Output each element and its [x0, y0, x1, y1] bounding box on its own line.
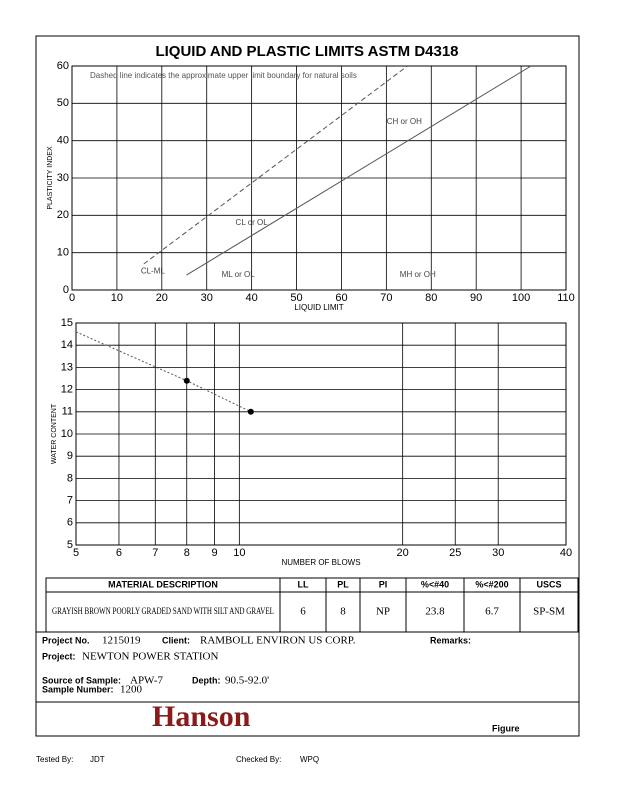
y-tick-label: 20	[57, 209, 69, 221]
footer-text: JDT	[90, 755, 105, 764]
x-tick-label: 90	[470, 292, 482, 304]
table-header: %<#200	[475, 579, 508, 589]
zone-label: CL or OL	[236, 218, 269, 227]
y-tick-label: 50	[57, 97, 69, 109]
page-border	[35, 35, 580, 737]
info-label: Project:	[42, 651, 76, 661]
x-axis-label: LIQUID LIMIT	[294, 303, 343, 312]
y-tick-label: 9	[67, 450, 73, 462]
table-header: %<#40	[421, 579, 449, 589]
data-point	[183, 377, 190, 384]
y-tick-label: 7	[67, 495, 73, 507]
x-tick-label: 10	[233, 547, 245, 559]
table-cell: GRAYISH BROWN POORLY GRADED SAND WITH SI…	[52, 606, 274, 616]
x-tick-label: 110	[557, 292, 575, 304]
x-tick-label: 9	[211, 547, 217, 559]
table-header: MATERIAL DESCRIPTION	[108, 579, 218, 589]
y-tick-label: 12	[61, 384, 73, 396]
y-tick-label: 13	[61, 361, 73, 373]
x-tick-label: 40	[246, 292, 258, 304]
table-header: PL	[337, 579, 349, 589]
zone-label: CH or OH	[387, 117, 422, 126]
y-tick-label: 14	[61, 339, 73, 351]
logo: Hanson	[152, 700, 251, 733]
data-point	[247, 408, 254, 415]
table-cell: SP-SM	[533, 606, 565, 618]
info-label: Figure	[492, 723, 520, 733]
footer-text: Checked By:	[236, 755, 281, 764]
table-cell: 8	[340, 606, 346, 618]
x-tick-label: 100	[512, 292, 530, 304]
x-tick-label: 20	[397, 547, 409, 559]
x-tick-label: 8	[184, 547, 190, 559]
zone-label: CL-ML	[141, 266, 166, 275]
y-tick-label: 10	[61, 428, 73, 440]
info-label: Depth:	[192, 675, 221, 685]
table-header: USCS	[536, 579, 561, 589]
table-cell: 23.8	[425, 606, 445, 618]
info-label: Project No.	[42, 635, 90, 645]
y-axis-label: PLASTICITY INDEX	[47, 146, 54, 210]
page-title: LIQUID AND PLASTIC LIMITS ASTM D4318	[155, 43, 458, 60]
x-tick-label: 50	[290, 292, 302, 304]
x-tick-label: 30	[492, 547, 504, 559]
x-tick-label: 0	[69, 292, 75, 304]
x-tick-label: 60	[335, 292, 347, 304]
y-tick-label: 10	[57, 247, 69, 259]
table-cell: 6	[300, 606, 306, 618]
y-tick-label: 5	[67, 539, 73, 551]
x-tick-label: 30	[201, 292, 213, 304]
info-value: 90.5-92.0'	[225, 675, 269, 687]
table-cell: NP	[376, 606, 390, 618]
table-cell: 6.7	[485, 606, 499, 618]
y-tick-label: 40	[57, 135, 69, 147]
x-tick-label: 20	[156, 292, 168, 304]
info-value: 1200	[120, 684, 143, 696]
x-tick-label: 70	[380, 292, 392, 304]
x-tick-label: 40	[560, 547, 572, 559]
info-value: NEWTON POWER STATION	[82, 651, 218, 663]
info-value: 1215019	[102, 635, 141, 647]
y-tick-label: 15	[61, 317, 73, 329]
table-header: PI	[379, 579, 388, 589]
y-tick-label: 30	[57, 172, 69, 184]
zone-label: MH or OH	[400, 270, 436, 279]
y-tick-label: 6	[67, 517, 73, 529]
info-value: APW-7	[130, 675, 164, 687]
x-tick-label: 5	[73, 547, 79, 559]
chart-note: Dashed line indicates the approximate up…	[90, 71, 357, 80]
info-label: Sample Number:	[42, 684, 114, 694]
reference-line	[143, 65, 408, 265]
reference-line	[186, 65, 532, 276]
y-tick-label: 8	[67, 472, 73, 484]
info-label: Client:	[162, 635, 190, 645]
info-value: RAMBOLL ENVIRON US CORP.	[200, 635, 356, 647]
y-tick-label: 60	[57, 60, 69, 72]
y-axis-label: WATER CONTENT	[51, 403, 58, 464]
y-tick-label: 11	[62, 406, 73, 418]
footer-text: WPQ	[300, 755, 319, 764]
table-header: LL	[298, 579, 309, 589]
footer-text: Tested By:	[36, 755, 73, 764]
x-tick-label: 25	[449, 547, 461, 559]
reference-line	[75, 331, 252, 413]
x-tick-label: 7	[152, 547, 158, 559]
x-axis-label: NUMBER OF BLOWS	[281, 558, 360, 567]
info-label: Source of Sample:	[42, 675, 121, 685]
x-tick-label: 10	[111, 292, 123, 304]
y-tick-label: 0	[63, 284, 69, 296]
x-tick-label: 80	[425, 292, 437, 304]
zone-label: ML or OL	[222, 270, 256, 279]
info-label: Remarks:	[430, 635, 471, 645]
x-tick-label: 6	[116, 547, 122, 559]
